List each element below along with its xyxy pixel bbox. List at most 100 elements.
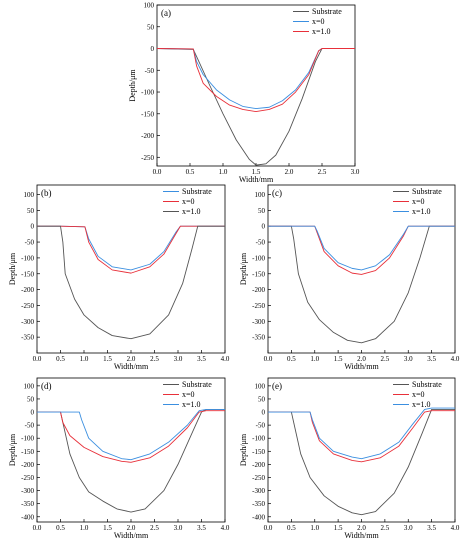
x-axis-title: Width/mm (344, 362, 379, 371)
legend-label: x=1.0 (182, 207, 201, 216)
x-tick-label: 2.5 (381, 355, 390, 363)
legend-label: Substrate (312, 7, 342, 16)
y-tick-label: -100 (252, 435, 265, 443)
series-line-1 (37, 410, 225, 463)
series-line-1 (268, 410, 455, 463)
x-tick-label: 3.5 (427, 355, 436, 363)
series-line-1 (268, 225, 455, 275)
x-tick-label: 2.0 (285, 168, 294, 176)
x-tick-label: 2.5 (150, 524, 159, 532)
y-tick-label: -200 (252, 286, 265, 294)
x-tick-label: 1.5 (334, 524, 343, 532)
series-line-2 (37, 225, 225, 340)
y-axis-title: Depth/μm (239, 252, 248, 285)
y-tick-label: -200 (141, 132, 154, 140)
y-tick-label: -300 (21, 318, 34, 326)
legend-label: x=1.0 (412, 207, 431, 216)
series-line-2 (37, 408, 225, 461)
chart-panel-3: 0.0 0.5 1.0 1.5 2.0 2.5 3.0 3.5 4.0 100 50 0 -50 -100… (8, 377, 230, 540)
x-tick-label: 3.0 (174, 524, 183, 532)
x-tick-label: 3.5 (197, 524, 206, 532)
panel-label: (b) (41, 188, 52, 198)
series-line-0 (37, 225, 225, 271)
x-tick-label: 3.0 (351, 168, 360, 176)
y-tick-label: 100 (144, 2, 155, 10)
series-line-0 (268, 225, 455, 344)
x-tick-label: 1.5 (252, 168, 261, 176)
x-tick-label: 3.0 (174, 355, 183, 363)
panel-label: (d) (41, 381, 52, 391)
legend-label: Substrate (412, 187, 442, 196)
legend-label: Substrate (412, 380, 442, 389)
x-axis-title: Width/mm (239, 175, 274, 184)
y-tick-label: -150 (252, 448, 265, 456)
y-tick-label: 50 (258, 207, 266, 215)
legend-label: x=0 (312, 17, 325, 26)
y-tick-label: -150 (21, 448, 34, 456)
x-tick-label: 1.5 (103, 355, 112, 363)
x-tick-label: 3.5 (427, 524, 436, 532)
legend-label: x=0 (182, 390, 195, 399)
y-tick-label: -50 (256, 422, 266, 430)
x-tick-label: 0.0 (264, 524, 273, 532)
series-line-0 (37, 408, 225, 513)
y-tick-label: -50 (25, 239, 35, 247)
y-tick-label: -150 (21, 270, 34, 278)
y-tick-label: 100 (255, 191, 266, 199)
x-tick-label: 2.0 (357, 355, 366, 363)
y-tick-label: 0 (262, 223, 266, 231)
y-tick-label: -200 (21, 286, 34, 294)
x-tick-label: 0.5 (56, 524, 65, 532)
panel-label: (c) (272, 188, 282, 198)
series-line-0 (268, 408, 455, 516)
x-tick-label: 0.0 (33, 524, 42, 532)
y-tick-label: 50 (258, 395, 266, 403)
x-tick-label: 2.5 (381, 524, 390, 532)
y-tick-label: -350 (21, 334, 34, 342)
y-tick-label: -100 (141, 89, 154, 97)
y-tick-label: -250 (252, 474, 265, 482)
y-axis-title: Depth/μm (8, 433, 17, 466)
x-tick-label: 2.0 (127, 524, 136, 532)
y-tick-label: -250 (21, 474, 34, 482)
y-tick-label: -150 (252, 270, 265, 278)
legend-label: x=1.0 (182, 400, 201, 409)
y-tick-label: 100 (24, 191, 35, 199)
y-tick-label: -250 (252, 302, 265, 310)
x-tick-label: 1.5 (334, 355, 343, 363)
legend-label: Substrate (182, 380, 212, 389)
x-axis-title: Width/mm (344, 531, 379, 540)
y-tick-label: -350 (21, 500, 34, 508)
x-tick-label: 0.0 (264, 355, 273, 363)
y-tick-label: -50 (25, 422, 35, 430)
x-tick-label: 3.5 (197, 355, 206, 363)
y-axis-title: Depth/μm (239, 433, 248, 466)
series-line-0 (156, 48, 355, 166)
legend-label: x=1.0 (412, 400, 431, 409)
y-tick-label: -200 (252, 461, 265, 469)
y-tick-label: 100 (255, 382, 266, 390)
y-axis-title: Depth/μm (128, 69, 137, 102)
y-tick-label: 0 (262, 409, 266, 417)
legend-label: x=1.0 (312, 27, 331, 36)
legend-label: x=0 (412, 390, 425, 399)
x-tick-label: 0.5 (287, 524, 296, 532)
series-line-1 (156, 48, 355, 110)
x-tick-label: 4.0 (221, 524, 230, 532)
y-tick-label: 0 (31, 409, 35, 417)
legend-label: Substrate (182, 187, 212, 196)
x-tick-label: 2.0 (357, 524, 366, 532)
x-tick-label: 4.0 (451, 524, 460, 532)
x-axis-title: Width/mm (114, 531, 149, 540)
x-axis-title: Width/mm (114, 362, 149, 371)
chart-panel-4: 0.0 0.5 1.0 1.5 2.0 2.5 3.0 3.5 4.0 100 50 0 -50 -100… (239, 377, 460, 540)
x-tick-label: 3.0 (404, 524, 413, 532)
x-tick-label: 1.0 (310, 355, 319, 363)
y-tick-label: -300 (252, 318, 265, 326)
y-tick-label: -150 (141, 110, 154, 118)
x-tick-label: 0.5 (56, 355, 65, 363)
y-tick-label: -300 (252, 487, 265, 495)
y-tick-label: -400 (252, 513, 265, 521)
y-tick-label: -200 (21, 461, 34, 469)
